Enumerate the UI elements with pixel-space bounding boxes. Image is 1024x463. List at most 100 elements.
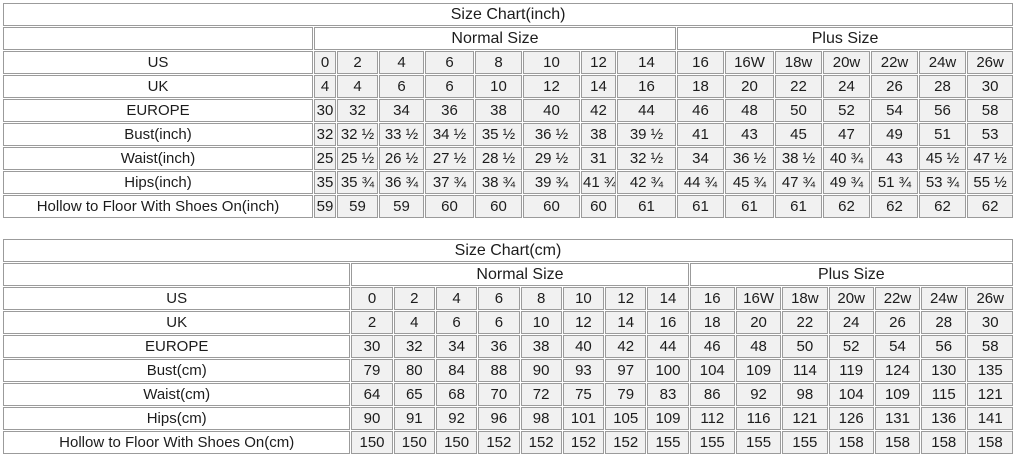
data-cell: 98 <box>782 383 828 406</box>
data-cell: 44 <box>647 335 689 358</box>
data-cell: 84 <box>435 359 478 382</box>
table-row: Hips(inch) 35 35 ¾ 36 ¾ 37 ¾ 38 ¾ 39 ¾ 41 ¾ 42 ¾… <box>3 171 1014 194</box>
data-cell: 79 <box>351 359 393 382</box>
data-cell: 22 <box>775 75 822 98</box>
row-label: Hips(inch) <box>3 171 313 194</box>
data-cell: 45 ½ <box>919 147 966 170</box>
data-cell: 30 <box>314 99 336 122</box>
table-title-row: Size Chart(cm) <box>3 239 1013 262</box>
data-cell: 152 <box>478 431 520 454</box>
data-cell: 38 <box>520 335 562 358</box>
data-cell: 24w <box>919 51 966 74</box>
normal-size-header: Normal Size <box>351 263 689 286</box>
data-cell: 38 <box>581 123 616 146</box>
data-cell: 33 ½ <box>379 123 424 146</box>
data-cell: 54 <box>874 335 921 358</box>
data-cell: 36 ¾ <box>379 171 424 194</box>
data-cell: 4 <box>435 287 478 310</box>
data-cell: 24w <box>921 287 967 310</box>
data-cell: 45 ¾ <box>725 171 774 194</box>
data-cell: 50 <box>775 99 822 122</box>
data-cell: 91 <box>393 407 435 430</box>
data-cell: 26 <box>871 75 918 98</box>
data-cell: 62 <box>967 195 1014 218</box>
data-cell: 121 <box>782 407 828 430</box>
data-cell: 48 <box>725 99 774 122</box>
corner-cell <box>3 27 313 50</box>
data-cell: 26 ½ <box>379 147 424 170</box>
table-row: UK 2 4 6 6 10 12 14 16 18 20 22 24 26 28 30 <box>3 311 1013 334</box>
data-cell: 6 <box>379 75 424 98</box>
data-cell: 59 <box>379 195 424 218</box>
data-cell: 49 ¾ <box>823 171 870 194</box>
data-cell: 86 <box>689 383 735 406</box>
size-chart-cm-table: Size Chart(cm) Normal Size Plus Size US 0… <box>2 238 1014 455</box>
data-cell: 18w <box>782 287 828 310</box>
data-cell: 119 <box>828 359 874 382</box>
table-title-row: Size Chart(inch) <box>3 3 1014 26</box>
table-row: Hips(cm) 90 91 92 96 98 101 105 109 112 116 121 126 1… <box>3 407 1013 430</box>
data-cell: 6 <box>435 311 478 334</box>
data-cell: 141 <box>967 407 1013 430</box>
data-cell: 92 <box>735 383 782 406</box>
table-row: Waist(cm) 64 65 68 70 72 75 79 83 86 92 98 104 109 115… <box>3 383 1013 406</box>
row-label: UK <box>3 75 313 98</box>
data-cell: 20 <box>725 75 774 98</box>
data-cell: 20w <box>823 51 870 74</box>
data-cell: 28 ½ <box>475 147 522 170</box>
data-cell: 158 <box>967 431 1013 454</box>
data-cell: 25 ½ <box>337 147 378 170</box>
data-cell: 4 <box>379 51 424 74</box>
data-cell: 60 <box>581 195 616 218</box>
data-cell: 152 <box>605 431 647 454</box>
data-cell: 4 <box>337 75 378 98</box>
data-cell: 32 ½ <box>337 123 378 146</box>
data-cell: 32 ½ <box>617 147 676 170</box>
data-cell: 27 ½ <box>425 147 474 170</box>
data-cell: 50 <box>782 335 828 358</box>
data-cell: 60 <box>425 195 474 218</box>
column-group-row: Normal Size Plus Size <box>3 27 1014 50</box>
row-label: US <box>3 51 313 74</box>
data-cell: 26w <box>967 51 1014 74</box>
data-cell: 34 <box>379 99 424 122</box>
data-cell: 52 <box>823 99 870 122</box>
data-cell: 41 ¾ <box>581 171 616 194</box>
data-cell: 42 ¾ <box>617 171 676 194</box>
data-cell: 42 <box>605 335 647 358</box>
data-cell: 46 <box>689 335 735 358</box>
data-cell: 16 <box>689 287 735 310</box>
data-cell: 58 <box>967 335 1013 358</box>
data-cell: 61 <box>725 195 774 218</box>
data-cell: 49 <box>871 123 918 146</box>
data-cell: 22 <box>782 311 828 334</box>
data-cell: 28 <box>921 311 967 334</box>
data-cell: 41 <box>677 123 724 146</box>
data-cell: 56 <box>921 335 967 358</box>
data-cell: 39 ½ <box>617 123 676 146</box>
data-cell: 6 <box>425 51 474 74</box>
data-cell: 150 <box>435 431 478 454</box>
data-cell: 79 <box>605 383 647 406</box>
data-cell: 52 <box>828 335 874 358</box>
data-cell: 32 <box>393 335 435 358</box>
data-cell: 62 <box>871 195 918 218</box>
data-cell: 51 <box>919 123 966 146</box>
data-cell: 35 ½ <box>475 123 522 146</box>
data-cell: 101 <box>562 407 605 430</box>
data-cell: 98 <box>520 407 562 430</box>
table-title: Size Chart(inch) <box>3 3 1014 26</box>
data-cell: 24 <box>823 75 870 98</box>
data-cell: 36 <box>425 99 474 122</box>
data-cell: 12 <box>605 287 647 310</box>
data-cell: 29 ½ <box>523 147 580 170</box>
data-cell: 61 <box>775 195 822 218</box>
data-cell: 10 <box>475 75 522 98</box>
data-cell: 38 <box>475 99 522 122</box>
data-cell: 158 <box>828 431 874 454</box>
data-cell: 6 <box>478 287 520 310</box>
data-cell: 58 <box>967 99 1014 122</box>
data-cell: 16W <box>725 51 774 74</box>
data-cell: 43 <box>725 123 774 146</box>
